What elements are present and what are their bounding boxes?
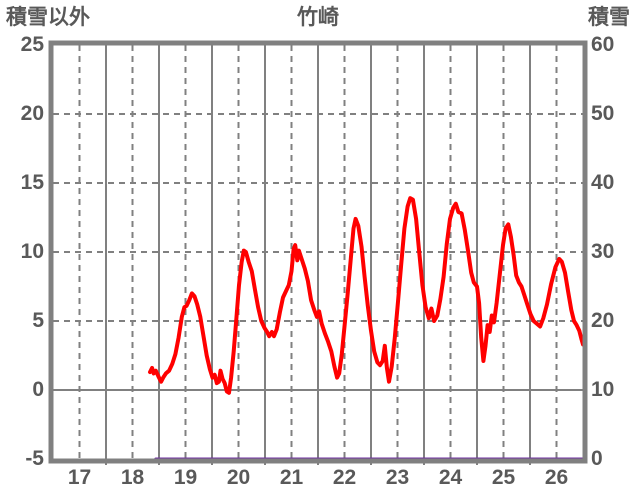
- x-axis-tick-label: 24: [438, 466, 463, 489]
- y-axis-right-tick-label: 0: [591, 447, 603, 470]
- y-axis-left-tick-label: 15: [20, 171, 44, 194]
- x-axis-tick-label: 22: [332, 466, 357, 489]
- x-axis-tick-label: 18: [120, 466, 145, 489]
- y-axis-left-tick-label: 5: [32, 309, 44, 332]
- y-axis-left-tick-label: 25: [20, 33, 44, 56]
- x-axis-tick-label: 23: [385, 466, 410, 489]
- y-axis-left-tick-label: 20: [20, 102, 44, 125]
- x-axis-tick-label: 21: [279, 466, 304, 489]
- y-axis-right-tick-label: 20: [591, 309, 615, 332]
- x-axis-tick-label: 25: [491, 466, 516, 489]
- y-axis-right-tick-label: 40: [591, 171, 615, 194]
- y-axis-left-tick-label: 10: [20, 240, 44, 263]
- left-axis-title: 積雪以外: [6, 6, 90, 29]
- chart-title: 竹崎: [297, 6, 339, 29]
- x-axis-tick-label: 19: [173, 466, 198, 489]
- y-axis-right-tick-label: 60: [591, 33, 615, 56]
- y-axis-right-tick-label: 10: [591, 378, 615, 401]
- y-axis-left-tick-label: 0: [32, 378, 44, 401]
- plot-border: [48, 40, 588, 464]
- right-axis-title: 積雪: [588, 6, 630, 29]
- y-axis-left-tick-label: -5: [25, 447, 44, 470]
- x-axis-tick-label: 26: [544, 466, 569, 489]
- y-axis-right-tick-label: 30: [591, 240, 615, 263]
- y-axis-right-tick-label: 50: [591, 102, 615, 125]
- x-axis-tick-label: 20: [226, 466, 251, 489]
- x-axis-tick-label: 17: [67, 466, 92, 489]
- series-line-main: [148, 196, 585, 395]
